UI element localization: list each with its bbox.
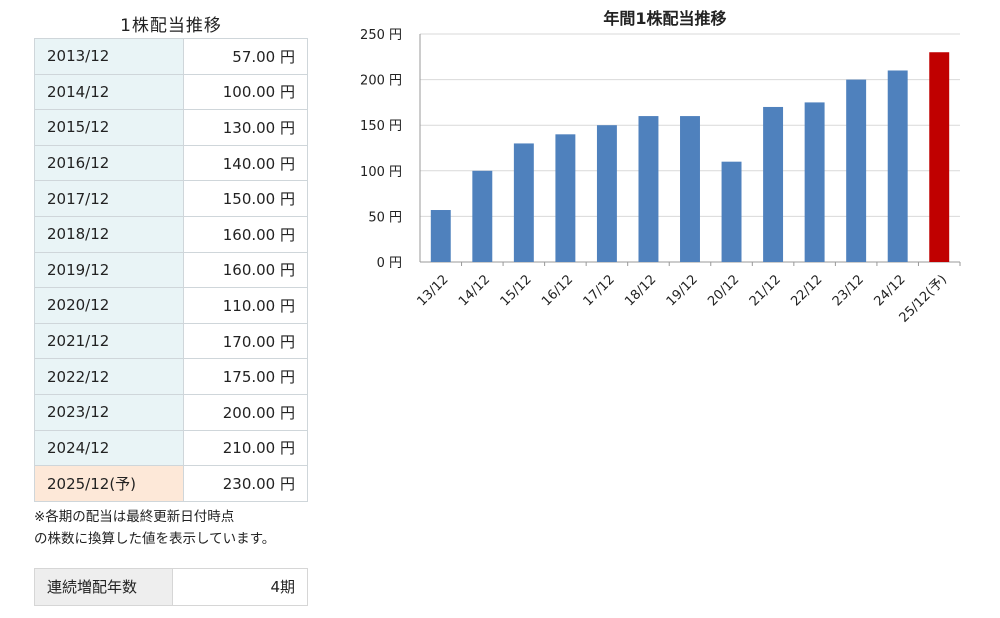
x-tick-label: 16/12 [539,272,576,309]
period-cell: 2020/12 [34,287,184,324]
period-cell: 2016/12 [34,144,184,182]
note-line-1: ※各期の配当は最終更新日付時点 [34,508,235,525]
x-tick-label: 13/12 [414,272,451,309]
bar [763,106,784,263]
table-row: 2019/12 160.00 円 [34,251,308,289]
amount-cell: 110.00 円 [183,287,308,324]
table-note: ※各期の配当は最終更新日付時点 の株数に換算した値を表示しています。 [34,506,308,550]
period-cell: 2019/12 [34,251,184,289]
period-cell: 2025/12(予) [34,465,184,502]
y-tick-label: 0 円 [377,256,402,271]
dividend-table-panel: 1株配当推移 2013/12 57.00 円 2014/12 100.00 円 2015… [34,12,308,606]
y-tick-label: 100 円 [360,165,402,180]
amount-cell: 100.00 円 [183,73,308,111]
y-tick-label: 200 円 [360,74,402,89]
amount-cell: 210.00 円 [183,429,308,467]
dividend-chart: 年間1株配当推移 0 円 50 円 100 円 150 円 200 円 250 円 13/… [340,6,980,350]
table-row: 2021/12 170.00 円 [34,322,308,360]
table-row: 2014/12 100.00 円 [34,73,308,111]
table-row: 2022/12 175.00 円 [34,358,308,395]
period-cell: 2018/12 [34,215,184,253]
amount-cell: 230.00 円 [183,465,308,502]
table-row: 2024/12 210.00 円 [34,429,308,467]
streak-value: 4期 [172,567,308,606]
chart-title: 年間1株配当推移 [603,9,726,28]
period-cell: 2021/12 [34,322,184,360]
x-tick-label: 15/12 [498,272,535,309]
amount-cell: 160.00 円 [183,251,308,289]
note-line-2: の株数に換算した値を表示しています。 [34,530,276,547]
y-tick-label: 250 円 [360,28,402,43]
table-row: 2018/12 160.00 円 [34,215,308,253]
x-tick-label: 14/12 [456,272,493,309]
amount-cell: 200.00 円 [183,393,308,431]
bar-chart-svg: 年間1株配当推移 0 円 50 円 100 円 150 円 200 円 250 円 13/… [360,9,961,326]
bar [596,125,617,262]
x-tick-label: 21/12 [747,272,784,309]
x-tick-label: 20/12 [705,272,742,309]
period-cell: 2022/12 [34,358,184,395]
x-tick-label: 18/12 [622,272,659,309]
x-tick-label: 17/12 [581,272,618,309]
amount-cell: 170.00 円 [183,322,308,360]
bar [513,143,534,262]
forecast-bar [929,52,950,262]
table-row: 2017/12 150.00 円 [34,180,308,217]
period-cell: 2013/12 [34,38,184,75]
bar [721,161,742,262]
bar [804,102,825,263]
bar [680,116,700,262]
x-tick-label: 19/12 [664,272,701,309]
amount-cell: 140.00 円 [183,144,308,182]
bar [430,210,451,262]
bar [887,70,908,262]
x-tick-label: 23/12 [830,272,867,309]
table-row: 2016/12 140.00 円 [34,144,308,182]
table-row: 2013/12 57.00 円 [34,38,308,75]
table-title: 1株配当推移 [120,16,222,36]
streak-row: 連続増配年数 4期 [34,567,308,606]
dividend-table: 2013/12 57.00 円 2014/12 100.00 円 2015/12 130.… [34,38,308,502]
x-tick-label: 24/12 [871,272,908,309]
y-tick-label: 150 円 [360,119,402,134]
table-row: 2023/12 200.00 円 [34,393,308,431]
period-cell: 2015/12 [34,109,184,146]
period-cell: 2014/12 [34,73,184,111]
amount-cell: 160.00 円 [183,215,308,253]
period-cell: 2023/12 [34,393,184,431]
period-cell: 2024/12 [34,429,184,467]
y-tick-label: 50 円 [368,210,402,225]
bar [638,116,659,262]
table-row: 2025/12(予) 230.00 円 [34,465,308,502]
period-cell: 2017/12 [34,180,184,217]
amount-cell: 57.00 円 [183,38,308,75]
streak-label: 連続増配年数 [34,567,173,606]
streak-table: 連続増配年数 4期 [34,567,308,606]
bar [555,134,576,262]
table-row: 2020/12 110.00 円 [34,287,308,324]
table-row: 2015/12 130.00 円 [34,109,308,146]
amount-cell: 130.00 円 [183,109,308,146]
amount-cell: 150.00 円 [183,180,308,217]
bar [472,170,493,262]
bar [846,79,867,262]
amount-cell: 175.00 円 [183,358,308,395]
x-tick-label: 22/12 [788,272,825,309]
